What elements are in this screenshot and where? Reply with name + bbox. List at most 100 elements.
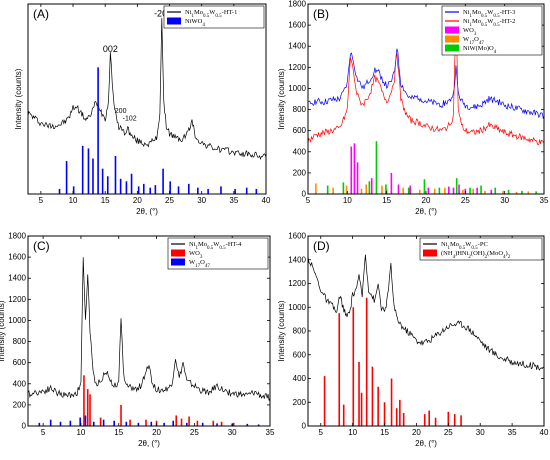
bar-d-s1-17 xyxy=(447,411,450,426)
bar-b-s2-10 xyxy=(458,184,460,194)
bar-b-s4-6 xyxy=(423,179,426,194)
series-line-b-0 xyxy=(308,48,544,120)
y-tick-label-d-5: 1000 xyxy=(288,303,306,312)
bar-b-s4-3 xyxy=(375,141,378,194)
bar-b-s3-4 xyxy=(365,184,368,194)
x-tick-label-c-0: 5 xyxy=(41,428,46,437)
y-tick-label-b-8: 1600 xyxy=(288,21,306,30)
bar-c-s2-15 xyxy=(201,422,204,426)
legend-label-d-1: (NH4)HNi2(OH)2(MoO4)2 xyxy=(441,250,511,260)
x-tick-label-c-1: 10 xyxy=(76,428,85,437)
y-tick-label-c-2: 400 xyxy=(13,379,27,388)
plot-area-c xyxy=(28,257,270,426)
series-line-b-1 xyxy=(308,7,544,146)
bar-b-s3-3 xyxy=(360,188,363,194)
bar-c-s2-6 xyxy=(92,421,95,426)
bar-c-s1-4 xyxy=(120,404,122,426)
x-tick-label-b-0: 5 xyxy=(306,196,311,205)
bar-b-s2-0 xyxy=(350,146,353,194)
legend-swatch-c-1 xyxy=(171,249,185,257)
legend-label-b-0: Ni1Mo0.5W0.5-HT-3 xyxy=(463,9,515,19)
y-tick-label-d-3: 600 xyxy=(293,350,307,359)
y-tick-label-d-4: 800 xyxy=(293,327,307,336)
bar-b-s4-12 xyxy=(507,189,510,194)
y-axis-label-d: Intensity (counts) xyxy=(277,300,286,361)
x-tick-label-a-7: 40 xyxy=(262,196,271,205)
y-tick-label-d-0: 0 xyxy=(302,422,307,431)
bar-c-s2-8 xyxy=(113,420,116,426)
bar-d-s1-19 xyxy=(460,415,462,426)
bar-c-s1-2 xyxy=(89,394,91,426)
bar-d-s1-5 xyxy=(360,392,363,426)
bar-b-s4-9 xyxy=(469,187,471,194)
bar-d-s1-18 xyxy=(453,414,456,426)
x-axis-label-b: 2θ, (°) xyxy=(415,207,437,216)
bar-a-s1-10 xyxy=(119,178,122,194)
x-tick-label-d-4: 25 xyxy=(444,428,453,437)
bar-b-s4-10 xyxy=(480,185,482,194)
y-tick-label-b-4: 800 xyxy=(293,105,307,114)
bar-a-s1-7 xyxy=(101,168,104,194)
legend-label-a-0: Ni1Mo0.5W0.5-HT-1 xyxy=(185,9,237,19)
bar-c-s2-5 xyxy=(84,415,87,426)
bar-c-s2-14 xyxy=(186,422,188,426)
bar-c-s2-16 xyxy=(216,423,218,426)
x-tick-label-a-6: 35 xyxy=(229,196,238,205)
legend-swatch-b-2 xyxy=(445,26,459,34)
axes-frame-c xyxy=(27,235,271,427)
bar-d-s1-16 xyxy=(434,417,437,426)
bar-d-s1-2 xyxy=(342,404,345,426)
y-tick-label-c-7: 1400 xyxy=(8,274,26,283)
bar-d-s1-4 xyxy=(358,361,360,426)
x-tick-label-c-3: 20 xyxy=(152,428,161,437)
legend-label-b-2: WO3 xyxy=(463,27,477,37)
bar-b-s3-12 xyxy=(472,188,474,194)
bar-a-s1-21 xyxy=(197,187,199,194)
bar-a-s1-0 xyxy=(58,188,61,194)
bar-b-s2-12 xyxy=(476,187,478,194)
y-axis-label-a: Intensity (counts) xyxy=(14,68,23,129)
legend-label-b-1: Ni1Mo0.5W0.5-HT-2 xyxy=(463,18,515,28)
bar-a-s1-25 xyxy=(245,187,248,194)
bar-b-s4-1 xyxy=(342,182,345,194)
bar-b-s2-8 xyxy=(448,186,450,194)
y-tick-label-c-6: 1200 xyxy=(8,295,26,304)
bar-a-s1-22 xyxy=(207,188,209,194)
bar-d-s1-7 xyxy=(371,366,374,426)
x-tick-label-d-6: 35 xyxy=(508,428,517,437)
x-tick-label-b-1: 10 xyxy=(343,196,352,205)
bar-b-s4-11 xyxy=(494,187,497,194)
bar-c-s1-10 xyxy=(188,416,190,426)
bar-a-s1-24 xyxy=(234,188,236,194)
bar-b-s3-8 xyxy=(418,189,421,194)
y-tick-label-b-0: 0 xyxy=(302,190,307,199)
legend-label-c-2: W17O47 xyxy=(189,259,210,269)
x-tick-label-a-3: 20 xyxy=(133,196,142,205)
bar-c-s1-13 xyxy=(220,421,223,426)
legend-swatch-b-3 xyxy=(445,35,459,43)
panel-a: 5 10 15 20 25 30 35 40 2θ, (°) Intensity (counts)… xyxy=(14,3,271,216)
bar-c-s2-3 xyxy=(69,420,72,426)
legend-d xyxy=(419,237,543,261)
bar-a-s1-20 xyxy=(188,183,190,194)
bar-d-s1-14 xyxy=(423,414,426,426)
plot-area-d xyxy=(308,254,544,426)
x-axis-label-a: 2θ, (°) xyxy=(136,207,158,216)
legend-label-c-0: Ni1Mo0.5W0.5-HT-4 xyxy=(189,241,242,251)
bar-c-s1-1 xyxy=(86,389,89,426)
x-tick-label-b-2: 15 xyxy=(382,196,391,205)
bar-c-s1-5 xyxy=(129,419,131,426)
bar-a-s1-1 xyxy=(65,161,68,194)
y-axis-label-c: Intensity (counts) xyxy=(0,300,6,361)
x-tick-label-d-5: 30 xyxy=(476,428,485,437)
y-tick-label-b-5: 1000 xyxy=(288,84,306,93)
bar-c-s2-0 xyxy=(38,422,41,426)
panel-label-d: (D) xyxy=(313,239,330,253)
bar-a-s1-17 xyxy=(162,168,164,194)
x-tick-label-a-4: 25 xyxy=(165,196,174,205)
series-line-a-0 xyxy=(28,18,266,161)
panel-c: 5 10 15 20 25 30 35 0 200 400 600 800 1000 1200 1400 16… xyxy=(0,232,275,449)
bar-c-s2-2 xyxy=(59,421,62,426)
bar-b-s4-7 xyxy=(438,187,441,194)
x-axis-label-d: 2θ, (°) xyxy=(415,439,437,448)
